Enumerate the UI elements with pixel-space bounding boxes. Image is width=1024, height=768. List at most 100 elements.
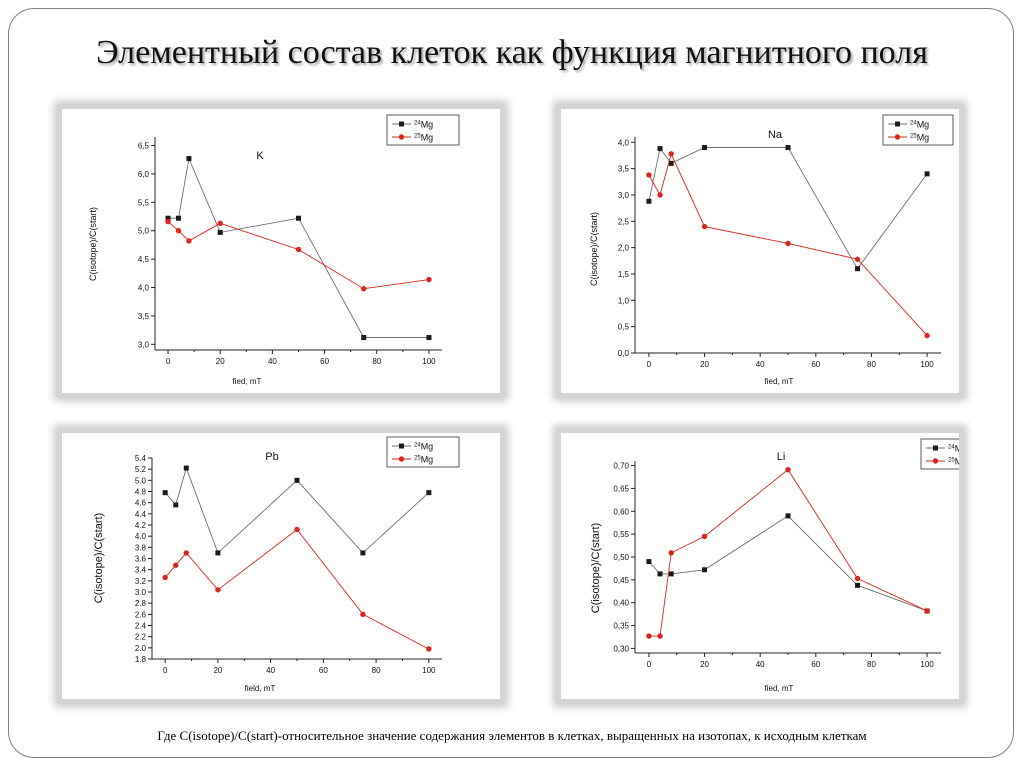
- legend: 24Mg 25Mg: [882, 114, 954, 146]
- y-tick-label: 2,0: [618, 244, 630, 253]
- x-tick-label: 0: [166, 357, 171, 366]
- legend: 24Mg 25Mg: [386, 114, 460, 146]
- data-point-24Mg: [186, 156, 192, 162]
- x-axis-label: fied, mT: [765, 377, 794, 386]
- data-point-25Mg: [360, 611, 366, 618]
- y-tick-label: 5.2: [135, 465, 147, 474]
- y-tick-label: 3.0: [135, 588, 147, 597]
- data-point-24Mg: [294, 477, 300, 483]
- y-tick-label: 4.0: [135, 532, 147, 541]
- data-point-25Mg: [646, 633, 652, 639]
- x-tick-label: 100: [422, 357, 436, 366]
- legend: 24Mg 25Mg: [920, 438, 959, 470]
- y-tick-label: 0,45: [613, 576, 629, 585]
- y-axis-label: C(isotope)/C(start): [590, 523, 602, 613]
- y-tick-label: 2.8: [135, 599, 147, 608]
- data-point-24Mg: [657, 146, 663, 152]
- y-axis-label: C(isotope)/C(start): [93, 513, 105, 603]
- x-tick-label: 20: [216, 357, 225, 366]
- y-tick-label: 5.4: [135, 454, 147, 463]
- data-point-25Mg: [657, 192, 663, 198]
- data-point-24Mg: [646, 559, 652, 565]
- y-tick-label: 2.6: [135, 610, 147, 619]
- data-point-25Mg: [924, 332, 930, 339]
- y-tick-label: 3.2: [135, 577, 147, 586]
- data-point-25Mg: [165, 218, 171, 225]
- data-point-25Mg: [173, 562, 179, 568]
- legend-marker: [932, 458, 939, 464]
- data-point-24Mg: [162, 490, 168, 496]
- data-point-24Mg: [702, 567, 708, 573]
- x-tick-label: 40: [756, 360, 765, 369]
- y-tick-label: 0,30: [613, 644, 629, 653]
- y-tick-label: 4.8: [135, 488, 147, 497]
- data-point-24Mg: [702, 145, 708, 151]
- x-tick-label: 20: [213, 666, 222, 675]
- x-tick-label: 100: [920, 660, 934, 669]
- data-point-25Mg: [294, 526, 300, 533]
- x-axis-label: field, mT: [245, 684, 276, 693]
- data-point-25Mg: [785, 240, 791, 247]
- y-tick-label: 4,0: [138, 284, 150, 293]
- data-point-25Mg: [657, 633, 663, 639]
- data-point-24Mg: [173, 502, 179, 508]
- chart-li: 0 20 40 60 80 100 0,30 0,35 0,40 0,45 0,50 0,55 0,60…: [590, 438, 959, 693]
- y-tick-label: 3.4: [135, 566, 147, 575]
- legend-box: [386, 114, 460, 146]
- x-tick-label: 80: [372, 357, 381, 366]
- data-point-25Mg: [701, 533, 708, 540]
- chart-panel-li: 0 20 40 60 80 100 0,30 0,35 0,40 0,45 0,50 0,55 0,60…: [556, 428, 964, 704]
- chart-title: Pb: [265, 451, 278, 463]
- data-point-25Mg: [854, 256, 861, 262]
- footnote: Где C(isotope)/C(start)-относительное зн…: [157, 728, 867, 743]
- data-point-24Mg: [924, 171, 930, 177]
- x-tick-label: 100: [422, 666, 436, 675]
- series-line-24Mg: [648, 515, 928, 612]
- x-tick-label: 60: [811, 360, 820, 369]
- y-tick-label: 3.6: [135, 555, 147, 564]
- data-point-25Mg: [215, 587, 221, 593]
- legend-label: 25Mg: [414, 133, 433, 143]
- x-tick-label: 100: [920, 360, 934, 369]
- data-point-24Mg: [426, 335, 432, 341]
- data-point-25Mg: [646, 172, 652, 178]
- data-point-25Mg: [186, 238, 192, 244]
- data-point-25Mg: [785, 466, 791, 473]
- y-tick-label: 0,0: [618, 349, 630, 358]
- y-tick-label: 5.0: [135, 476, 147, 485]
- data-point-24Mg: [668, 160, 674, 166]
- legend-label: 25Mg: [948, 457, 959, 467]
- y-tick-label: 0,50: [613, 553, 629, 562]
- x-tick-label: 60: [320, 357, 329, 366]
- data-point-25Mg: [361, 285, 367, 292]
- data-point-24Mg: [165, 215, 171, 221]
- data-point-24Mg: [855, 582, 861, 588]
- legend-box: [920, 438, 959, 470]
- y-tick-label: 0,65: [613, 484, 629, 493]
- y-tick-label: 4,5: [138, 255, 150, 264]
- legend-marker: [398, 134, 405, 140]
- series-line-25Mg: [164, 528, 430, 650]
- x-tick-label: 60: [811, 660, 820, 669]
- y-tick-label: 0,40: [613, 599, 629, 608]
- y-axis-label: C(isotope)/C(start): [589, 212, 599, 286]
- data-point-24Mg: [361, 335, 367, 341]
- y-tick-label: 2.2: [135, 633, 147, 642]
- y-tick-label: 5,5: [138, 198, 150, 207]
- y-tick-label: 0,60: [613, 507, 629, 516]
- chart-title: Li: [777, 451, 786, 463]
- x-tick-label: 20: [700, 660, 709, 669]
- legend-label: 24Mg: [948, 444, 959, 454]
- data-point-25Mg: [701, 223, 708, 230]
- legend: 24Mg 25Mg: [386, 436, 460, 468]
- chart-title: Na: [768, 129, 783, 141]
- y-tick-label: 6,0: [138, 170, 150, 179]
- y-tick-label: 6,5: [138, 142, 150, 151]
- y-tick-label: 0,55: [613, 530, 629, 539]
- x-tick-label: 0: [163, 666, 168, 675]
- x-tick-label: 80: [867, 660, 876, 669]
- x-tick-label: 20: [700, 360, 709, 369]
- y-tick-label: 0,35: [613, 622, 629, 631]
- x-axis-label: fied, mT: [765, 684, 794, 693]
- data-point-25Mg: [217, 220, 223, 227]
